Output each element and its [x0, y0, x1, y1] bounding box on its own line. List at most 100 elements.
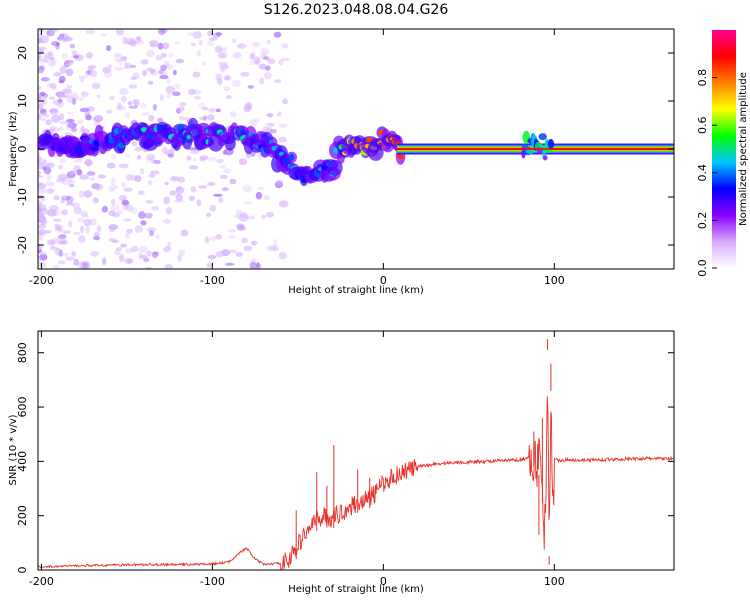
snr-series: [38, 339, 674, 570]
noise-speckle: [145, 156, 151, 163]
ridge-core: [140, 126, 148, 133]
noise-speckle: [52, 86, 58, 91]
noise-speckle: [273, 79, 282, 84]
noise-speckle: [38, 102, 43, 107]
noise-speckle: [86, 171, 96, 176]
figure-title: S126.2023.048.08.04.G26: [264, 2, 449, 18]
noise-speckle: [178, 249, 185, 257]
noise-speckle: [122, 199, 130, 206]
colorbar-label: Normalized spectral amplitude: [738, 72, 749, 226]
noise-speckle: [88, 69, 98, 78]
noise-speckle: [159, 94, 164, 102]
noise-speckle: [62, 63, 71, 68]
noise-speckle: [59, 66, 67, 74]
noise-speckle: [223, 168, 232, 174]
noise-speckle: [251, 41, 260, 48]
noise-speckle: [134, 147, 142, 152]
noise-speckle: [38, 215, 47, 224]
snr-x-label: Height of straight line (km): [288, 584, 424, 595]
noise-speckle: [93, 235, 100, 241]
noise-speckle: [80, 78, 85, 83]
noise-speckle: [69, 43, 76, 49]
noise-speckle: [161, 53, 167, 58]
noise-speckle: [219, 64, 229, 70]
noise-speckle: [94, 183, 104, 191]
noise-speckle: [180, 229, 189, 237]
noise-speckle: [39, 66, 45, 72]
noise-speckle: [260, 47, 270, 55]
noise-speckle: [135, 36, 141, 41]
noise-speckle: [235, 252, 243, 257]
noise-speckle: [61, 195, 71, 201]
noise-speckle: [128, 84, 138, 89]
noise-speckle: [177, 176, 186, 183]
noise-speckle: [278, 59, 284, 66]
noise-speckle: [38, 68, 44, 73]
noise-speckle: [88, 67, 94, 73]
noise-speckle: [78, 235, 86, 243]
noise-speckle: [165, 85, 176, 94]
noise-speckle: [207, 181, 216, 187]
noise-speckle: [38, 103, 43, 111]
colorbar-tick-label: 0.2: [696, 212, 709, 230]
noise-speckle: [119, 163, 129, 169]
noise-speckle: [38, 86, 42, 90]
noise-speckle: [85, 158, 93, 167]
noise-speckle: [198, 39, 203, 46]
noise-speckle: [175, 194, 183, 201]
noise-speckle: [38, 95, 43, 101]
noise-speckle: [59, 121, 69, 125]
noise-speckle: [162, 42, 170, 50]
noise-speckle: [57, 98, 63, 104]
noise-speckle: [120, 56, 127, 60]
y-tick-label: 600: [16, 397, 29, 418]
noise-speckle: [214, 45, 222, 53]
noise-speckle: [92, 116, 103, 122]
noise-speckle: [130, 76, 137, 81]
snr-frame: [37, 330, 675, 571]
noise-speckle: [142, 69, 147, 77]
noise-speckle: [68, 220, 73, 228]
noise-speckle: [248, 60, 255, 66]
noise-speckle: [39, 253, 48, 261]
x-tick-label: -200: [29, 274, 54, 287]
noise-speckle: [174, 41, 182, 45]
noise-speckle: [106, 162, 116, 169]
colorbar-tick-label: 0.4: [696, 164, 709, 182]
noise-speckle: [258, 64, 267, 70]
noise-speckle: [77, 217, 86, 223]
noise-speckle: [38, 32, 43, 40]
noise-speckle: [281, 57, 290, 61]
noise-speckle: [38, 170, 42, 176]
ridge-core: [289, 153, 295, 162]
colorbar-ticks: 0.0 0.2 0.4 0.6 0.8: [696, 69, 717, 277]
noise-speckle: [45, 181, 55, 187]
noise-speckle: [149, 43, 158, 48]
noise-speckle: [38, 53, 41, 60]
noise-speckle: [40, 117, 46, 122]
noise-speckle: [170, 175, 179, 181]
noise-speckle: [101, 205, 109, 213]
noise-speckle: [256, 262, 261, 269]
noise-speckle: [125, 232, 130, 240]
noise-speckle: [65, 256, 75, 261]
noise-speckle: [124, 111, 131, 119]
noise-speckle: [125, 204, 134, 212]
noise-speckle: [73, 207, 82, 215]
spectrogram-x-ticks: -200 -100 0 100: [29, 29, 565, 287]
noise-speckle: [226, 95, 232, 99]
noise-speckle: [153, 159, 161, 165]
noise-speckle: [282, 98, 288, 105]
noise-speckle: [152, 253, 158, 260]
noise-speckle: [177, 254, 182, 262]
noise-speckle: [60, 252, 70, 257]
noise-speckle: [102, 66, 112, 74]
noise-speckle: [278, 200, 289, 208]
noise-speckle: [116, 247, 122, 251]
noise-speckle: [110, 177, 116, 186]
noise-speckle: [167, 63, 174, 70]
colorbar-tick-label: 0.8: [696, 69, 709, 87]
noise-speckle: [221, 187, 229, 192]
y-tick-label: 0: [16, 146, 29, 153]
noise-speckle: [54, 247, 61, 256]
